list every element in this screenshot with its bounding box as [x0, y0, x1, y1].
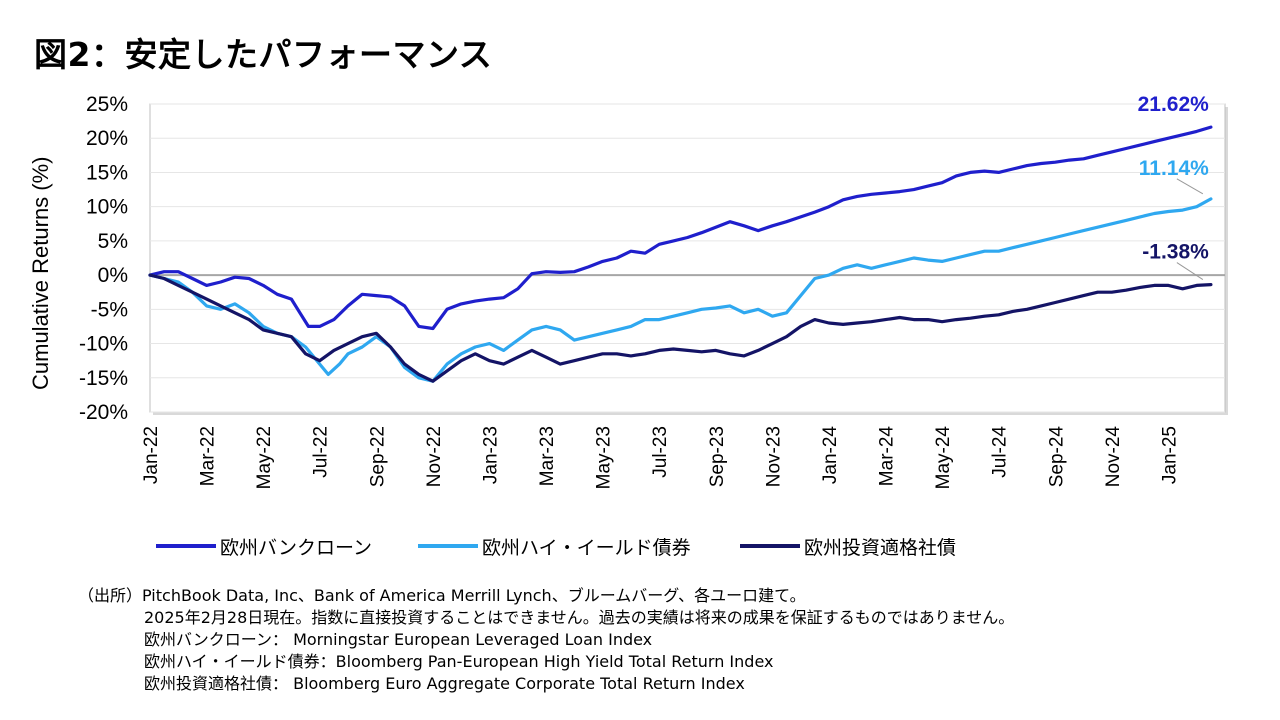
x-tick-label: Mar-23 — [537, 426, 558, 486]
label-leader-line — [1176, 262, 1204, 280]
series-line-0 — [148, 125, 1213, 331]
legend-label: 欧州ハイ・イールド債券 — [482, 536, 691, 559]
legend-swatch — [418, 544, 478, 548]
x-tick-label: Mar-24 — [877, 426, 898, 487]
x-tick-label: Jul-22 — [311, 426, 332, 478]
x-tick-label: Jul-24 — [990, 426, 1011, 478]
label-leader-line — [1176, 178, 1204, 195]
y-tick-label: -20% — [79, 401, 128, 424]
series-line-2 — [148, 273, 1213, 383]
x-tick-label: Sep-24 — [1046, 426, 1067, 488]
legend-swatch — [156, 544, 216, 548]
x-tick-label: Jul-23 — [650, 426, 671, 478]
y-tick-label: 25% — [86, 93, 128, 116]
end-value-label: 11.14% — [1139, 157, 1209, 180]
x-tick-label: Jan-22 — [141, 426, 162, 484]
y-tick-label: -15% — [79, 367, 128, 390]
note-source: （出所）PitchBook Data, Inc、Bank of America … — [78, 586, 806, 605]
y-tick-label: 20% — [86, 127, 128, 150]
y-tick-label: 15% — [86, 161, 128, 184]
source-notes: （出所）PitchBook Data, Inc、Bank of America … — [78, 585, 1014, 695]
x-tick-label: Jan-23 — [480, 426, 501, 484]
legend-item-investment-grade: 欧州投資適格社債 — [740, 532, 956, 560]
x-tick-label: May-23 — [594, 426, 615, 489]
legend-item-high-yield: 欧州ハイ・イールド債券 — [418, 532, 691, 560]
x-tick-label: May-22 — [254, 426, 275, 489]
y-tick-label: -10% — [79, 333, 128, 356]
x-tick-label: Sep-23 — [707, 426, 728, 487]
x-tick-label: Nov-23 — [763, 426, 784, 487]
legend-item-bank-loan: 欧州バンクローン — [156, 532, 372, 560]
series-line-1 — [148, 197, 1213, 383]
y-tick-label: 10% — [86, 196, 128, 219]
legend-label: 欧州投資適格社債 — [804, 536, 957, 559]
x-tick-label: Nov-24 — [1103, 426, 1124, 488]
x-tick-label: Mar-22 — [198, 426, 219, 486]
x-tick-label: Nov-22 — [424, 426, 445, 487]
note-bank-loan-index: 欧州バンクローン： Morningstar European Leveraged… — [144, 630, 653, 649]
x-tick-label: May-24 — [933, 426, 954, 490]
y-tick-label: 0% — [98, 264, 128, 287]
y-axis-label: Cumulative Returns (%) — [28, 156, 53, 390]
plot-area — [149, 103, 1226, 413]
y-tick-label: -5% — [91, 298, 128, 321]
page-title: 図2：安定したパフォーマンス — [34, 35, 493, 74]
y-tick-label: 5% — [98, 230, 128, 253]
x-tick-label: Jan-25 — [1159, 426, 1180, 484]
legend-label: 欧州バンクローン — [220, 536, 373, 559]
x-tick-label: Jan-24 — [820, 426, 841, 485]
note-disclaimer: 2025年2月28日現在。指数に直接投資することはできません。過去の実績は将来の… — [144, 608, 1015, 627]
end-value-label: -1.38% — [1142, 241, 1209, 264]
note-investment-grade-index: 欧州投資適格社債： Bloomberg Euro Aggregate Corpo… — [144, 674, 745, 693]
legend-swatch — [740, 544, 800, 548]
x-tick-label: Sep-22 — [367, 426, 388, 487]
end-value-label: 21.62% — [1138, 93, 1210, 116]
note-high-yield-index: 欧州ハイ・イールド債券：Bloomberg Pan-European High … — [144, 652, 774, 671]
